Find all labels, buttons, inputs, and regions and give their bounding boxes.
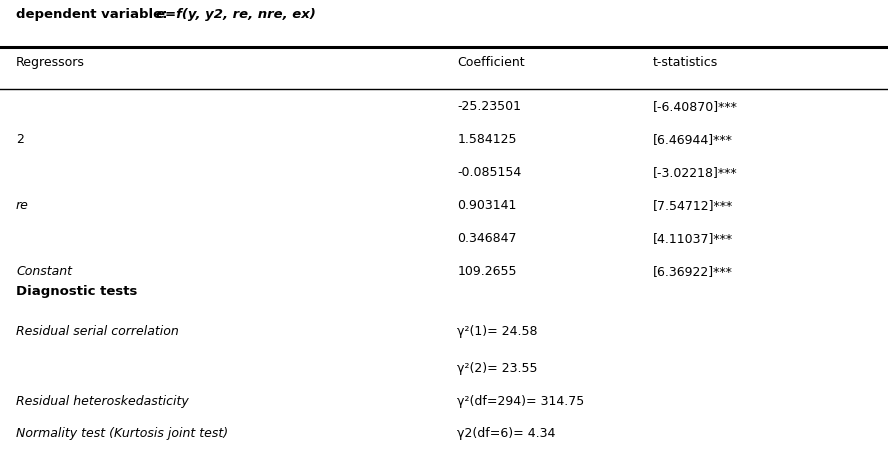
Text: [7.54712]***: [7.54712]***: [653, 198, 733, 212]
Text: e=f(y, y2, re, nre, ex): e=f(y, y2, re, nre, ex): [156, 8, 316, 21]
Text: γ2(df=6)= 4.34: γ2(df=6)= 4.34: [457, 426, 556, 439]
Text: γ²(2)= 23.55: γ²(2)= 23.55: [457, 361, 538, 374]
Text: Constant: Constant: [16, 264, 72, 278]
Text: Diagnostic tests: Diagnostic tests: [16, 284, 138, 298]
Text: -0.085154: -0.085154: [457, 166, 521, 179]
Text: [-6.40870]***: [-6.40870]***: [653, 100, 738, 113]
Text: γ²(df=294)= 314.75: γ²(df=294)= 314.75: [457, 394, 584, 407]
Text: [4.11037]***: [4.11037]***: [653, 232, 733, 244]
Text: [6.46944]***: [6.46944]***: [653, 133, 733, 146]
Text: -25.23501: -25.23501: [457, 100, 521, 113]
Text: Residual heteroskedasticity: Residual heteroskedasticity: [16, 394, 189, 407]
Text: t-statistics: t-statistics: [653, 56, 718, 69]
Text: γ²(1)= 24.58: γ²(1)= 24.58: [457, 324, 538, 337]
Text: Coefficient: Coefficient: [457, 56, 525, 69]
Text: Regressors: Regressors: [16, 56, 85, 69]
Text: Normality test (Kurtosis joint test): Normality test (Kurtosis joint test): [16, 426, 228, 439]
Text: 0.903141: 0.903141: [457, 198, 517, 212]
Text: 0.346847: 0.346847: [457, 232, 517, 244]
Text: 2: 2: [16, 133, 24, 146]
Text: 1.584125: 1.584125: [457, 133, 517, 146]
Text: [-3.02218]***: [-3.02218]***: [653, 166, 737, 179]
Text: re: re: [16, 198, 28, 212]
Text: [6.36922]***: [6.36922]***: [653, 264, 733, 278]
Text: Residual serial correlation: Residual serial correlation: [16, 324, 178, 337]
Text: 109.2655: 109.2655: [457, 264, 517, 278]
Text: dependent variable:: dependent variable:: [16, 8, 172, 21]
